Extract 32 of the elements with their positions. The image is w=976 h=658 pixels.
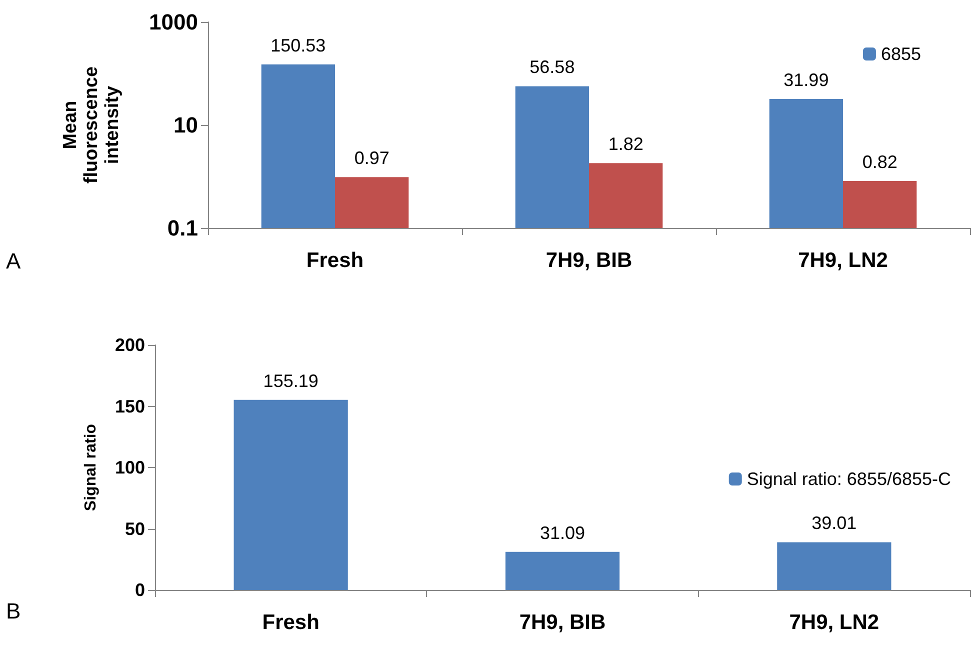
text: A: [6, 248, 21, 274]
data-label: 56.58: [530, 57, 575, 78]
data-label: 0.97: [354, 148, 390, 168]
y-tick-label: 1000: [149, 10, 198, 34]
data-label: 150.53: [270, 35, 326, 56]
x-tick-label: Fresh: [306, 249, 364, 272]
x-tick-label: Fresh: [262, 611, 320, 634]
y-tick-label: 0.1: [167, 216, 198, 240]
x-tick-label: 7H9, BIB: [519, 611, 606, 634]
y-axis-title: Mean fluorescence intensity: [60, 66, 123, 184]
y-tick-label: 10: [174, 112, 198, 138]
x-tick-label: 7H9, LN2: [798, 249, 888, 272]
data-label: 0.82: [862, 152, 898, 172]
y-axis-title: Signal ratio: [82, 424, 100, 512]
y-tick-label: 200: [114, 335, 145, 355]
bar: [777, 542, 892, 590]
data-label: 31.99: [784, 70, 829, 90]
data-label: 1.82: [608, 134, 644, 154]
data-label: 155.19: [263, 370, 318, 391]
y-tick-label: 50: [124, 518, 145, 539]
y-tick-label: 100: [114, 458, 145, 478]
y-tick-label: 150: [114, 396, 145, 416]
data-label: 39.01: [812, 513, 857, 534]
bar: [505, 552, 620, 590]
legend-label: 6855: [880, 44, 922, 64]
text: B: [6, 598, 21, 624]
bar: [234, 400, 348, 590]
y-tick-label: 0: [134, 580, 145, 600]
legend-label: Signal ratio: 6855/6855-C: [746, 469, 952, 489]
x-tick-label: 7H9, BIB: [546, 249, 632, 272]
data-label: 31.09: [540, 522, 586, 543]
x-tick-label: 7H9, LN2: [789, 611, 880, 634]
